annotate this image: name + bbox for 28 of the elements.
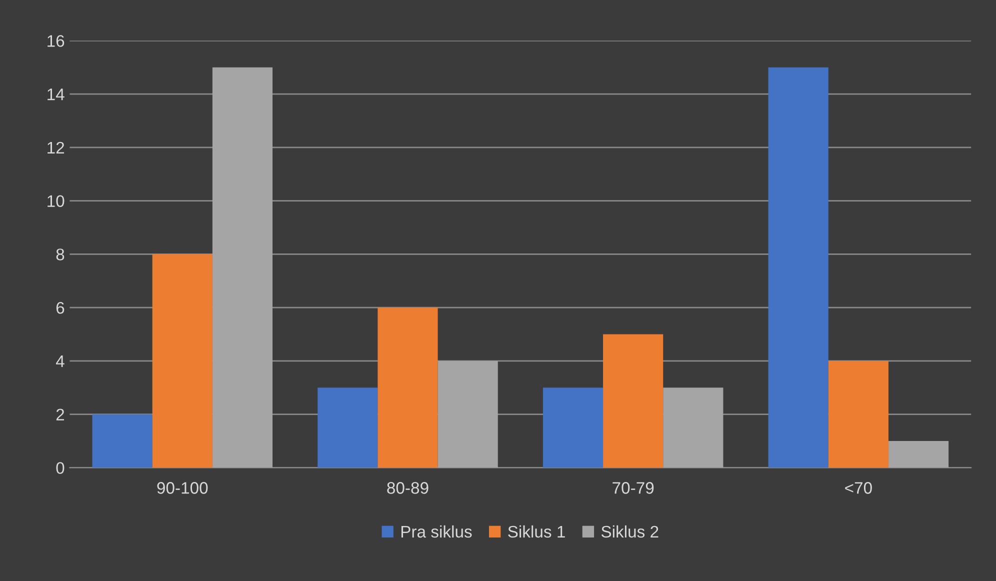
x-tick-label: 80-89 [387, 482, 428, 494]
legend-label: Siklus 2 [601, 525, 658, 538]
bar [828, 360, 888, 468]
y-tick-label: 0 [56, 462, 64, 474]
bar [768, 67, 828, 468]
bar [603, 334, 664, 468]
legend-label: Pra siklus [401, 525, 472, 538]
x-tick-label: 70-79 [612, 482, 654, 494]
y-tick-label: 16 [48, 35, 64, 47]
y-tick-label: 6 [56, 302, 64, 314]
x-tick-label: <70 [845, 482, 872, 494]
bar [663, 388, 724, 468]
bar [888, 441, 949, 468]
y-tick-label: 12 [48, 142, 64, 154]
y-tick-label: 8 [56, 248, 64, 260]
bar [92, 414, 152, 468]
bar [542, 388, 604, 468]
x-tick-label: 90-100 [157, 482, 208, 494]
y-tick-label: 4 [56, 356, 64, 367]
bar [152, 254, 212, 468]
y-tick-label: 14 [48, 88, 64, 100]
bar [212, 67, 273, 468]
bar [378, 308, 438, 468]
bar [438, 360, 498, 468]
y-tick-label: 10 [48, 195, 64, 208]
legend-label: Siklus 1 [508, 525, 565, 538]
y-tick-label: 2 [56, 408, 64, 420]
bar [318, 388, 378, 468]
